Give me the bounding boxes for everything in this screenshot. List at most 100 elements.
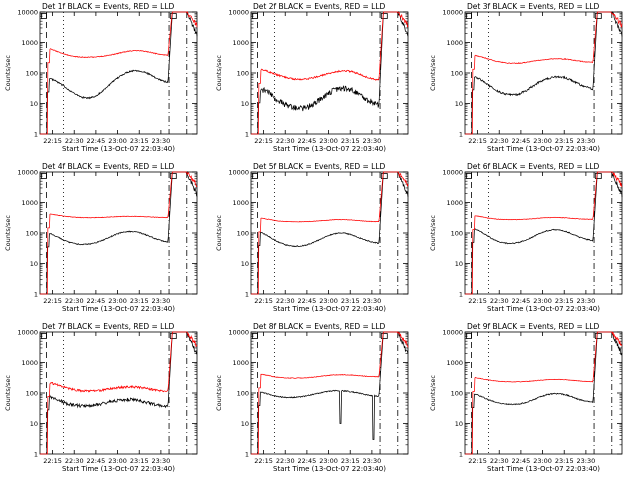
panel-title: Det 8f BLACK = Events, RED = LLD bbox=[253, 322, 386, 331]
x-tick-label: 22:30 bbox=[276, 297, 295, 305]
x-tick-label: 23:00 bbox=[319, 297, 338, 305]
x-tick-label: 22:15 bbox=[254, 137, 273, 145]
marker-box bbox=[41, 13, 47, 19]
y-axis-label: Counts/sec bbox=[4, 215, 12, 251]
x-tick-label: 23:15 bbox=[341, 457, 360, 465]
y-tick-label: 1000 bbox=[232, 39, 249, 47]
marker-box bbox=[252, 13, 258, 19]
x-tick-label: 22:15 bbox=[468, 137, 487, 145]
marker-box bbox=[594, 333, 602, 339]
series-line-events bbox=[251, 10, 409, 135]
x-tick-label: 22:30 bbox=[65, 457, 84, 465]
marker-box bbox=[594, 13, 602, 19]
marker-box bbox=[466, 13, 472, 19]
y-tick-label: 10 bbox=[30, 100, 38, 108]
y-tick-label: 1 bbox=[34, 290, 38, 298]
x-tick-label: 23:30 bbox=[577, 457, 596, 465]
y-tick-label: 10 bbox=[241, 100, 249, 108]
panel-det-1: Det 1f BLACK = Events, RED = LLD 1 10 100 10… bbox=[4, 2, 198, 153]
x-tick-label: 22:45 bbox=[87, 297, 106, 305]
y-tick-label: 100 bbox=[451, 389, 463, 397]
x-tick-label: 22:15 bbox=[43, 137, 62, 145]
y-tick-label: 1 bbox=[245, 130, 249, 138]
y-tick-label: 100 bbox=[451, 69, 463, 77]
x-tick-label: 23:00 bbox=[319, 457, 338, 465]
y-tick-label: 10 bbox=[241, 260, 249, 268]
panel-title: Det 9f BLACK = Events, RED = LLD bbox=[467, 322, 600, 331]
x-tick-label: 22:45 bbox=[87, 137, 106, 145]
series-line-lld bbox=[40, 11, 198, 135]
x-tick-label: 23:15 bbox=[130, 297, 149, 305]
y-tick-label: 10000 bbox=[228, 8, 249, 16]
x-tick-label: 22:15 bbox=[43, 297, 62, 305]
y-tick-label: 10000 bbox=[228, 328, 249, 336]
x-tick-label: 23:00 bbox=[108, 137, 127, 145]
series-line-events bbox=[465, 11, 623, 135]
x-tick-label: 22:15 bbox=[468, 457, 487, 465]
y-tick-label: 10 bbox=[455, 100, 463, 108]
series-line-events bbox=[251, 171, 409, 295]
y-tick-label: 10000 bbox=[17, 168, 38, 176]
series-line-events bbox=[40, 170, 198, 295]
y-tick-label: 10000 bbox=[17, 328, 38, 336]
x-tick-label: 23:00 bbox=[108, 297, 127, 305]
x-tick-label: 22:45 bbox=[298, 137, 317, 145]
panel-title: Det 6f BLACK = Events, RED = LLD bbox=[467, 162, 600, 171]
y-tick-label: 10000 bbox=[442, 328, 463, 336]
y-tick-label: 100 bbox=[237, 69, 249, 77]
x-tick-label: 22:30 bbox=[276, 457, 295, 465]
panel-det-9: Det 9f BLACK = Events, RED = LLD 1 10 100 10… bbox=[429, 322, 623, 473]
x-axis-label: Start Time (13-Oct-07 22:03:40) bbox=[62, 305, 175, 313]
x-tick-label: 22:30 bbox=[65, 297, 84, 305]
marker-box bbox=[169, 173, 177, 179]
x-tick-label: 22:15 bbox=[43, 457, 62, 465]
x-tick-label: 22:30 bbox=[490, 457, 509, 465]
x-tick-label: 22:45 bbox=[87, 457, 106, 465]
panel-title: Det 4f BLACK = Events, RED = LLD bbox=[42, 162, 175, 171]
x-tick-label: 23:15 bbox=[555, 457, 574, 465]
panel-title: Det 7f BLACK = Events, RED = LLD bbox=[42, 322, 175, 331]
y-tick-label: 1000 bbox=[232, 199, 249, 207]
y-axis-label: Counts/sec bbox=[4, 55, 12, 91]
panel-title: Det 2f BLACK = Events, RED = LLD bbox=[253, 2, 386, 11]
x-axis-label: Start Time (13-Oct-07 22:03:40) bbox=[62, 145, 175, 153]
x-tick-label: 23:30 bbox=[363, 137, 382, 145]
x-tick-label: 23:00 bbox=[108, 457, 127, 465]
y-tick-label: 10000 bbox=[442, 8, 463, 16]
y-tick-label: 1 bbox=[34, 450, 38, 458]
x-tick-label: 22:30 bbox=[276, 137, 295, 145]
x-tick-label: 22:30 bbox=[490, 297, 509, 305]
y-tick-label: 1000 bbox=[21, 359, 38, 367]
y-axis-label: Counts/sec bbox=[429, 375, 437, 411]
x-axis-label: Start Time (13-Oct-07 22:03:40) bbox=[273, 305, 386, 313]
y-tick-label: 1000 bbox=[21, 39, 38, 47]
series-line-events bbox=[40, 331, 198, 455]
x-tick-label: 22:15 bbox=[468, 297, 487, 305]
y-tick-label: 10000 bbox=[17, 8, 38, 16]
x-axis-label: Start Time (13-Oct-07 22:03:40) bbox=[487, 145, 600, 153]
series-line-lld bbox=[251, 331, 409, 455]
marker-box bbox=[169, 13, 177, 19]
panel-det-5: Det 5f BLACK = Events, RED = LLD 1 10 100 10… bbox=[215, 162, 409, 313]
x-tick-label: 23:30 bbox=[152, 457, 171, 465]
series-line-events bbox=[465, 331, 623, 455]
x-tick-label: 23:00 bbox=[533, 457, 552, 465]
y-tick-label: 10000 bbox=[442, 168, 463, 176]
y-tick-label: 100 bbox=[237, 389, 249, 397]
x-tick-label: 23:00 bbox=[533, 297, 552, 305]
x-tick-label: 22:45 bbox=[512, 457, 531, 465]
y-tick-label: 1000 bbox=[21, 199, 38, 207]
x-axis-label: Start Time (13-Oct-07 22:03:40) bbox=[487, 465, 600, 473]
x-axis-label: Start Time (13-Oct-07 22:03:40) bbox=[487, 305, 600, 313]
series-line-lld bbox=[465, 171, 623, 295]
y-axis-label: Counts/sec bbox=[215, 375, 223, 411]
x-tick-label: 22:45 bbox=[512, 137, 531, 145]
series-line-lld bbox=[465, 11, 623, 135]
x-tick-label: 23:15 bbox=[555, 137, 574, 145]
series-line-events bbox=[251, 331, 409, 455]
panel-det-7: Det 7f BLACK = Events, RED = LLD 1 10 100 10… bbox=[4, 322, 198, 473]
x-tick-label: 22:45 bbox=[298, 457, 317, 465]
series-line-lld bbox=[251, 11, 409, 135]
panel-det-3: Det 3f BLACK = Events, RED = LLD 1 10 100 10… bbox=[429, 2, 623, 153]
